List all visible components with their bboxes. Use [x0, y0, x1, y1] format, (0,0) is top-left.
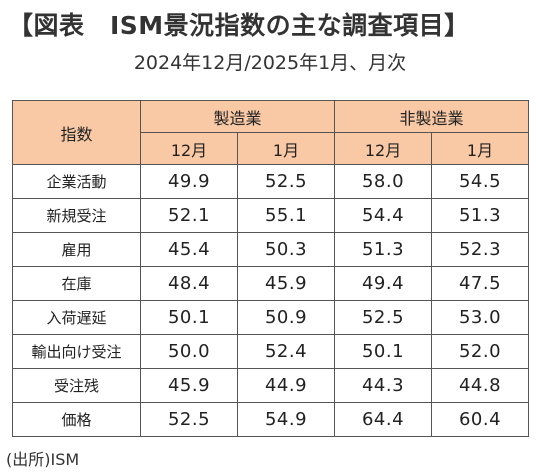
table-cell: 64.4: [334, 402, 433, 437]
table-cell: 50.9: [236, 300, 336, 335]
row-label: 受注残: [12, 368, 141, 403]
table-cell: 44.3: [334, 368, 433, 403]
table-row: 輸出向け受注 50.0 52.4 50.1 52.0: [12, 334, 530, 369]
table-row: 受注残 45.9 44.9 44.3 44.8: [12, 368, 530, 403]
table-cell: 50.3: [236, 232, 336, 267]
table-cell: 47.5: [431, 266, 530, 301]
table-cell: 54.9: [236, 402, 336, 437]
row-label: 在庫: [12, 266, 141, 301]
figure-subtitle: 2024年12月/2025年1月、月次: [133, 52, 407, 74]
table-cell: 52.5: [236, 164, 336, 199]
table-cell: 52.0: [431, 334, 530, 369]
table-cell: 52.1: [140, 198, 238, 233]
table-cell: 44.8: [431, 368, 530, 403]
table-cell: 45.9: [236, 266, 336, 301]
row-label: 輸出向け受注: [12, 334, 141, 369]
month-header: 1月: [236, 132, 336, 165]
table-cell: 49.9: [140, 164, 238, 199]
table-cell: 51.3: [334, 232, 433, 267]
table-cell: 49.4: [334, 266, 433, 301]
row-label: 企業活動: [12, 164, 141, 199]
manufacturing-group-header: 製造業: [139, 100, 336, 133]
table-cell: 48.4: [140, 266, 238, 301]
source-note: (出所)ISM: [6, 450, 80, 469]
table-cell: 52.4: [236, 334, 336, 369]
table-cell: 50.1: [334, 334, 433, 369]
table-cell: 54.5: [431, 164, 530, 199]
table-cell: 60.4: [431, 402, 530, 437]
ism-index-table: 指数 製造業 非製造業 12月 1月 12月 1月 企業活動 49.9 52.5…: [12, 100, 530, 437]
table-cell: 44.9: [236, 368, 336, 403]
table-cell: 50.1: [140, 300, 238, 335]
table-cell: 51.3: [431, 198, 530, 233]
non-manufacturing-group-header: 非製造業: [334, 100, 530, 133]
table-cell: 58.0: [334, 164, 433, 199]
table-cell: 53.0: [431, 300, 530, 335]
table-row: 入荷遅延 50.1 50.9 52.5 53.0: [12, 300, 530, 335]
table-cell: 50.0: [140, 334, 238, 369]
table-row: 価格 52.5 54.9 64.4 60.4: [12, 402, 530, 437]
row-label: 価格: [12, 402, 141, 437]
index-column-header: 指数: [12, 100, 141, 165]
table-cell: 45.9: [140, 368, 238, 403]
table-cell: 52.3: [431, 232, 530, 267]
table-row: 雇用 45.4 50.3 51.3 52.3: [12, 232, 530, 267]
table-cell: 45.4: [140, 232, 238, 267]
row-label: 雇用: [12, 232, 141, 267]
month-header: 12月: [140, 132, 238, 165]
table-cell: 54.4: [334, 198, 433, 233]
table-row: 在庫 48.4 45.9 49.4 47.5: [12, 266, 530, 301]
figure-title: 【図表 ISM景況指数の主な調査項目】: [8, 11, 470, 40]
table-cell: 52.5: [140, 402, 238, 437]
month-header: 12月: [334, 132, 433, 165]
row-label: 新規受注: [12, 198, 141, 233]
table-row: 企業活動 49.9 52.5 58.0 54.5: [12, 164, 530, 199]
row-label: 入荷遅延: [12, 300, 141, 335]
table-cell: 52.5: [334, 300, 433, 335]
table-row: 新規受注 52.1 55.1 54.4 51.3: [12, 198, 530, 233]
table-cell: 55.1: [236, 198, 336, 233]
month-header: 1月: [431, 132, 530, 165]
